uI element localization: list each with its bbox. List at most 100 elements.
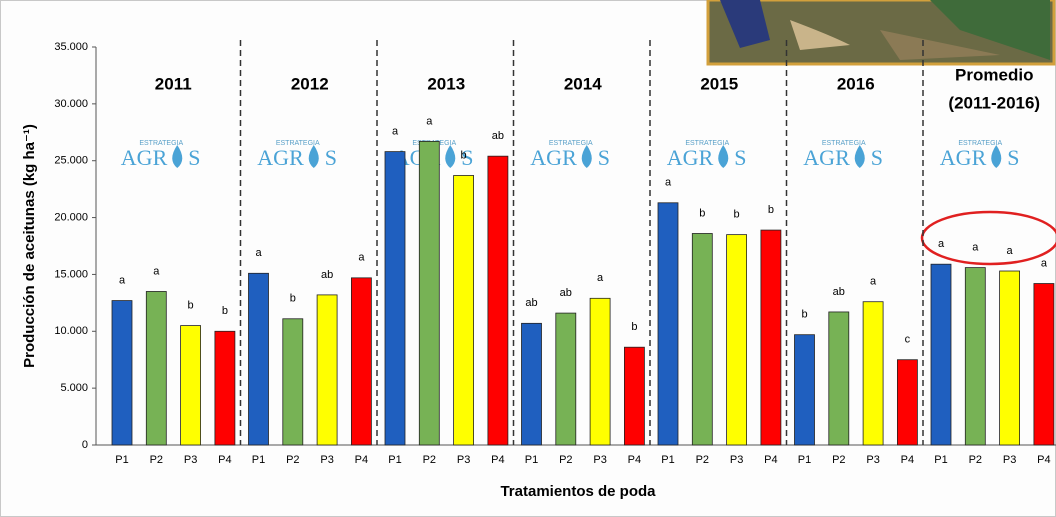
x-tick-label: P2 bbox=[832, 454, 845, 466]
significance-letter: c bbox=[905, 334, 911, 346]
significance-letter: b bbox=[631, 321, 637, 333]
watermark-brand: S bbox=[734, 145, 746, 170]
x-tick-label: P3 bbox=[184, 454, 197, 466]
bar bbox=[624, 347, 644, 445]
significance-letter: a bbox=[938, 238, 945, 250]
y-tick-label: 15.000 bbox=[54, 268, 88, 280]
bar bbox=[829, 312, 849, 445]
x-axis-label: Tratamientos de poda bbox=[500, 483, 656, 500]
x-tick-label: P4 bbox=[628, 454, 641, 466]
y-tick-label: 35.000 bbox=[54, 41, 88, 53]
watermark-brand: S bbox=[1007, 145, 1019, 170]
watermark-brand: S bbox=[598, 145, 610, 170]
group-title: 2011 bbox=[155, 74, 192, 93]
bar bbox=[488, 156, 508, 445]
x-tick-label: P4 bbox=[491, 454, 504, 466]
significance-letter: a bbox=[870, 276, 877, 288]
significance-letter: a bbox=[665, 177, 672, 189]
y-axis-label: Producción de aceitunas (kg ha⁻¹) bbox=[21, 124, 38, 368]
y-tick-label: 20.000 bbox=[54, 211, 88, 223]
bar bbox=[795, 335, 815, 445]
bar bbox=[761, 230, 781, 445]
bar bbox=[351, 278, 371, 445]
watermark-brand: AGR bbox=[530, 145, 577, 170]
y-tick-label: 30.000 bbox=[54, 98, 88, 110]
bar bbox=[965, 268, 985, 445]
x-tick-label: P1 bbox=[115, 454, 128, 466]
x-tick-label: P2 bbox=[559, 454, 572, 466]
watermark-brand: S bbox=[188, 145, 200, 170]
x-tick-label: P3 bbox=[730, 454, 743, 466]
significance-letter: a bbox=[1041, 257, 1048, 269]
y-tick-label: 25.000 bbox=[54, 155, 88, 167]
significance-letter: ab bbox=[833, 286, 845, 298]
significance-letter: b bbox=[801, 309, 807, 321]
x-tick-label: P3 bbox=[1003, 454, 1016, 466]
bar bbox=[249, 273, 269, 445]
significance-letter: ab bbox=[560, 287, 572, 299]
y-tick-label: 5.000 bbox=[60, 382, 88, 394]
significance-letter: b bbox=[699, 207, 705, 219]
significance-letter: ab bbox=[321, 269, 333, 281]
watermark-brand: AGR bbox=[667, 145, 714, 170]
y-tick-label: 10.000 bbox=[54, 325, 88, 337]
bar bbox=[931, 264, 951, 445]
watermark-brand: AGR bbox=[940, 145, 987, 170]
bar bbox=[317, 295, 337, 445]
significance-letter: ab bbox=[492, 130, 504, 142]
bar bbox=[146, 291, 166, 445]
bar bbox=[1034, 284, 1054, 445]
watermark-brand: AGR bbox=[257, 145, 304, 170]
x-tick-label: P4 bbox=[355, 454, 368, 466]
significance-letter: b bbox=[768, 204, 774, 216]
x-tick-label: P1 bbox=[798, 454, 811, 466]
y-tick-label: 0 bbox=[82, 439, 88, 451]
bar bbox=[283, 319, 303, 445]
bar bbox=[727, 235, 747, 445]
bar bbox=[897, 360, 917, 445]
x-tick-label: P3 bbox=[320, 454, 333, 466]
watermark-brand: S bbox=[325, 145, 337, 170]
bar bbox=[454, 175, 474, 445]
significance-letter: ab bbox=[525, 297, 537, 309]
x-tick-label: P1 bbox=[525, 454, 538, 466]
watermark-brand: AGR bbox=[803, 145, 850, 170]
significance-letter: a bbox=[972, 242, 979, 254]
significance-letter: a bbox=[597, 272, 604, 284]
bar bbox=[385, 152, 405, 445]
bar bbox=[522, 323, 542, 445]
x-tick-label: P2 bbox=[286, 454, 299, 466]
x-tick-label: P4 bbox=[901, 454, 914, 466]
significance-letter: a bbox=[1007, 245, 1014, 257]
x-tick-label: P1 bbox=[252, 454, 265, 466]
significance-letter: b bbox=[222, 305, 228, 317]
group-subtitle: (2011-2016) bbox=[948, 93, 1040, 112]
bar bbox=[556, 313, 576, 445]
bar bbox=[590, 298, 610, 445]
significance-letter: a bbox=[119, 274, 126, 286]
significance-letter: a bbox=[153, 265, 160, 277]
x-tick-label: P3 bbox=[866, 454, 879, 466]
bar bbox=[863, 302, 883, 445]
significance-letter: a bbox=[392, 126, 399, 138]
group-title: 2013 bbox=[427, 74, 465, 93]
bar bbox=[419, 141, 439, 445]
bar bbox=[112, 301, 132, 445]
bar bbox=[181, 326, 201, 445]
group-title: Promedio bbox=[955, 65, 1033, 84]
group-title: 2014 bbox=[564, 74, 602, 93]
group-title: 2015 bbox=[700, 74, 738, 93]
significance-letter: b bbox=[734, 209, 740, 221]
x-tick-label: P2 bbox=[150, 454, 163, 466]
chart: Producción de aceitunas (kg ha⁻¹) Tratam… bbox=[0, 0, 1056, 517]
bar bbox=[215, 331, 235, 445]
x-tick-label: P2 bbox=[969, 454, 982, 466]
x-tick-label: P1 bbox=[934, 454, 947, 466]
x-tick-label: P4 bbox=[764, 454, 777, 466]
bar bbox=[692, 233, 712, 445]
significance-letter: b bbox=[290, 293, 296, 305]
x-tick-label: P1 bbox=[661, 454, 674, 466]
significance-letter: b bbox=[461, 149, 467, 161]
x-tick-label: P2 bbox=[696, 454, 709, 466]
group-title: 2016 bbox=[837, 74, 875, 93]
